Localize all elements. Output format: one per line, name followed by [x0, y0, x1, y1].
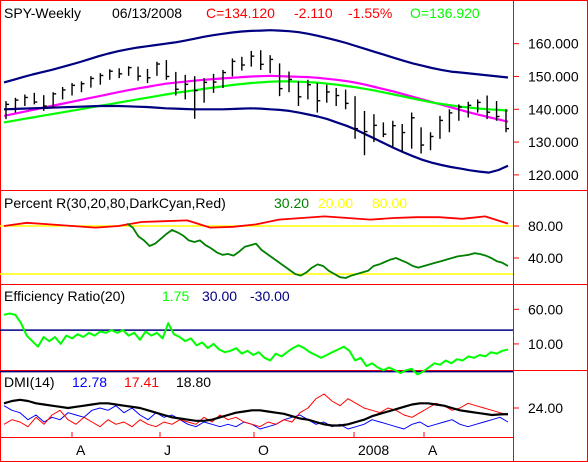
dmi-header: DMI(14) 12.78 17.41 18.80	[4, 374, 211, 390]
time-tick-label: 2008	[358, 442, 389, 458]
price-axis-tick-label: 130.000	[528, 134, 579, 150]
dmi-value-3: 18.80	[176, 374, 211, 390]
price-panel	[3, 29, 509, 174]
percent-r-value-1: 30.20	[274, 195, 309, 211]
dmi-axis-tick-label: 24.00	[528, 400, 563, 416]
open-label: O=136.920	[410, 5, 480, 21]
efficiency-label: Efficiency Ratio(20)	[4, 288, 125, 304]
lower-band-line	[3, 104, 509, 174]
percent-r-line-red	[3, 215, 509, 229]
efficiency-axis-tick-label: 10.00	[528, 336, 563, 352]
time-tick-label: O	[258, 442, 269, 458]
price-axis-tick-label: 150.000	[528, 68, 579, 84]
percent-r-header: Percent R(30,20,80,DarkCyan,Red) 30.20 2…	[4, 195, 407, 211]
percent-r-axis-tick-label: 40.00	[528, 250, 563, 266]
efficiency-value-2: 30.00	[202, 288, 237, 304]
dmi-value-2: 17.41	[124, 374, 159, 390]
change-label: -2.110	[294, 5, 333, 21]
percent-r-value-2: 20.00	[318, 195, 353, 211]
price-axis-tick-label: 140.000	[528, 101, 579, 117]
percent-r-line-green	[126, 222, 509, 279]
time-tick-label: A	[76, 442, 86, 458]
dmi-label: DMI(14)	[4, 374, 55, 390]
dmi-adx-line	[3, 398, 509, 427]
efficiency-header: Efficiency Ratio(20) 1.75 30.00 -30.00	[4, 288, 290, 304]
dmi-dmi-line	[3, 393, 509, 428]
time-tick-label: A	[428, 442, 438, 458]
percent-r-axis-tick-label: 80.00	[528, 218, 563, 234]
date-label: 06/13/2008	[112, 5, 182, 21]
efficiency-line	[3, 312, 509, 376]
time-tick-label: J	[164, 442, 171, 458]
percent-r-value-3: 80.00	[372, 195, 407, 211]
price-header: SPY-Weekly 06/13/2008 C=134.120 -2.110 -…	[4, 5, 480, 21]
symbol-label: SPY-Weekly	[4, 5, 81, 21]
dmi-value-1: 12.78	[72, 374, 107, 390]
price-axis-tick-label: 120.000	[528, 167, 579, 183]
green-average-line	[3, 80, 509, 124]
upper-band-line	[3, 29, 509, 84]
dmi-panel	[3, 393, 509, 430]
percent-r-panel	[0, 215, 513, 279]
efficiency-axis-tick-label: 60.00	[528, 301, 563, 317]
efficiency-value-3: -30.00	[250, 288, 290, 304]
price-axis-tick-label: 160.000	[528, 36, 579, 52]
axis-labels: 160.000 150.000 140.000 130.000 120.000 80.00…	[71, 36, 579, 458]
percent-r-label: Percent R(30,20,80,DarkCyan,Red)	[4, 195, 226, 211]
efficiency-value-1: 1.75	[162, 288, 189, 304]
pct-label: -1.55%	[348, 5, 392, 21]
dmi-dmi-line	[3, 405, 509, 430]
close-label: C=134.120	[206, 5, 275, 21]
efficiency-ratio-panel	[0, 312, 513, 376]
